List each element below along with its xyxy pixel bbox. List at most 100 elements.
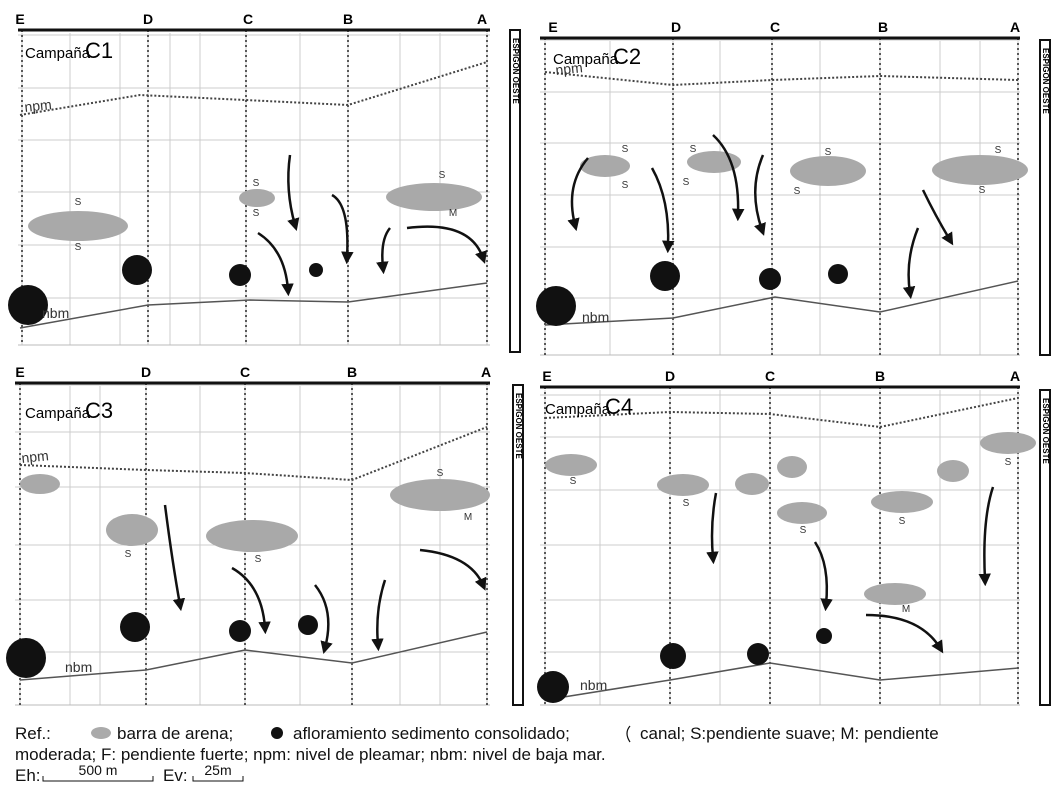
canal-arrow	[813, 541, 833, 612]
nbm-label: nbm	[582, 309, 609, 325]
sand-bar	[106, 514, 158, 546]
outcrop	[6, 638, 46, 678]
canal-arrow	[567, 157, 589, 232]
ev-bar	[192, 776, 244, 782]
outcrop	[660, 643, 686, 669]
nbm-line	[544, 280, 1019, 326]
profile-label: D	[671, 19, 681, 35]
slope-mark: S	[1005, 457, 1012, 468]
canal-arrow	[754, 154, 766, 236]
canal-arrow	[902, 227, 920, 300]
legend-outcrop: afloramiento sedimento consolidado;	[293, 724, 570, 743]
side-box	[1039, 39, 1051, 356]
eh-bar	[42, 776, 154, 782]
profile-label: A	[1010, 19, 1020, 35]
sand-bar	[871, 491, 933, 513]
profile-label: D	[143, 11, 153, 27]
canal-arrow	[163, 504, 186, 612]
sand-bar	[386, 183, 482, 211]
canal-arrow	[650, 167, 675, 254]
canal-arrow	[712, 134, 745, 222]
profile-label: E	[548, 19, 557, 35]
slope-mark: S	[825, 147, 832, 158]
canal-arrow	[406, 225, 487, 264]
npm-line	[19, 61, 488, 116]
outcrop	[122, 255, 152, 285]
canal-arrow	[376, 227, 392, 275]
sand-bar	[390, 479, 490, 511]
canal-arrow	[314, 584, 333, 655]
nbm-label: nbm	[42, 305, 69, 321]
campaign-id: C1	[85, 38, 113, 63]
slope-mark: S	[439, 170, 446, 181]
side-label: ESPIGON OESTE	[1041, 398, 1050, 464]
nbm-label: nbm	[580, 677, 607, 693]
slope-mark: S	[255, 554, 262, 565]
slope-mark: S	[570, 476, 577, 487]
outcrop	[298, 615, 318, 635]
canal-arrow	[371, 579, 387, 652]
profile-label: E	[15, 364, 24, 380]
nbm-line	[19, 631, 488, 681]
slope-mark: S	[800, 525, 807, 536]
legend-ref: Ref.:	[15, 724, 51, 743]
campaign-id: C4	[605, 394, 633, 419]
canal-arrow	[231, 566, 271, 635]
profile-label: C	[765, 368, 775, 384]
sand-bar	[777, 456, 807, 478]
slope-mark: S	[75, 242, 82, 253]
sand-bar	[545, 454, 597, 476]
canal-arrow	[921, 189, 954, 246]
outcrop	[229, 620, 251, 642]
ev-scale: 25m	[204, 762, 231, 778]
slope-mark: S	[253, 208, 260, 219]
slope-mark: S	[995, 145, 1002, 156]
sand-bar	[28, 211, 128, 241]
outcrop	[120, 612, 150, 642]
sand-bar	[206, 520, 298, 552]
profile-label: E	[15, 11, 24, 27]
slope-mark: M	[902, 604, 910, 615]
side-box	[512, 384, 524, 706]
slope-mark: S	[125, 549, 132, 560]
campaign-title: Campaña	[545, 401, 611, 418]
sand-bar	[777, 502, 827, 524]
canal-arrow	[419, 548, 487, 591]
outcrop	[8, 285, 48, 325]
slope-mark: S	[622, 180, 629, 191]
outcrop	[537, 671, 569, 703]
canal-arrow	[865, 613, 944, 654]
slope-mark: S	[622, 144, 629, 155]
outcrop	[309, 263, 323, 277]
eh-scale: 500 m	[79, 762, 118, 778]
legend-eh: Eh:	[15, 766, 41, 785]
profile-label: B	[878, 19, 888, 35]
profile-label: C	[240, 364, 250, 380]
canal-arrow	[287, 154, 300, 232]
nbm-line	[544, 662, 1019, 701]
legend-sand: barra de arena;	[117, 724, 233, 743]
legend-canal-2: moderada; F: pendiente fuerte; npm: nive…	[15, 745, 606, 764]
sand-bar	[790, 156, 866, 186]
side-label: ESPIGON OESTE	[511, 38, 520, 104]
slope-mark: S	[979, 185, 986, 196]
canal-icon	[626, 725, 631, 743]
sand-icon	[91, 727, 111, 739]
npm-label: npm	[24, 96, 53, 115]
outcrop	[816, 628, 832, 644]
outcrop	[759, 268, 781, 290]
npm-line	[19, 426, 488, 482]
campaign-id: C2	[613, 44, 641, 69]
sand-bar	[580, 155, 630, 177]
sand-bar	[980, 432, 1036, 454]
side-box	[1039, 389, 1051, 706]
slope-mark: S	[899, 516, 906, 527]
profile-label: C	[770, 19, 780, 35]
npm-label: npm	[555, 59, 584, 78]
sand-bar	[937, 460, 969, 482]
npm-line	[544, 71, 1019, 87]
legend-ev: Ev:	[163, 766, 188, 785]
sand-bar	[864, 583, 926, 605]
campaign-title: Campaña	[25, 45, 91, 62]
